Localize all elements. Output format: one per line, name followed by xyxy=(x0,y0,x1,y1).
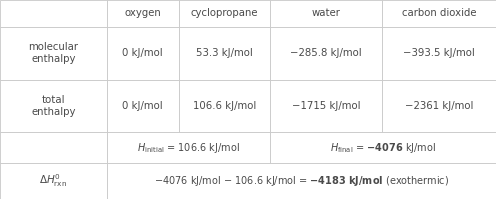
Bar xyxy=(179,80,270,132)
Text: −2361 kJ/mol: −2361 kJ/mol xyxy=(405,101,473,111)
Text: cyclopropane: cyclopropane xyxy=(190,8,258,19)
Bar xyxy=(382,80,496,132)
Text: 0 kJ/mol: 0 kJ/mol xyxy=(123,101,163,111)
Bar xyxy=(270,0,382,27)
Bar xyxy=(179,27,270,80)
Text: −285.8 kJ/mol: −285.8 kJ/mol xyxy=(290,48,362,58)
Bar xyxy=(0,27,107,80)
Bar xyxy=(107,0,179,27)
Bar xyxy=(107,163,496,199)
Bar xyxy=(270,132,496,163)
Bar xyxy=(0,80,107,132)
Text: $\Delta H^0_{\rm rxn}$: $\Delta H^0_{\rm rxn}$ xyxy=(39,173,67,189)
Text: 53.3 kJ/mol: 53.3 kJ/mol xyxy=(196,48,253,58)
Text: $-$4076 kJ/mol $-$ 106.6 kJ/mol = $\mathbf{-4183\ kJ/mol}$ (exothermic): $-$4076 kJ/mol $-$ 106.6 kJ/mol = $\math… xyxy=(154,174,449,188)
Text: $\mathit{H}_{\rm initial}$ = 106.6 kJ/mol: $\mathit{H}_{\rm initial}$ = 106.6 kJ/mo… xyxy=(137,141,240,155)
Bar xyxy=(0,163,107,199)
Bar xyxy=(107,27,179,80)
Text: total
enthalpy: total enthalpy xyxy=(31,95,75,117)
Text: 0 kJ/mol: 0 kJ/mol xyxy=(123,48,163,58)
Bar xyxy=(382,0,496,27)
Text: 106.6 kJ/mol: 106.6 kJ/mol xyxy=(193,101,256,111)
Bar xyxy=(382,27,496,80)
Bar xyxy=(107,132,270,163)
Text: molecular
enthalpy: molecular enthalpy xyxy=(28,42,78,64)
Bar xyxy=(0,132,107,163)
Text: carbon dioxide: carbon dioxide xyxy=(402,8,476,19)
Bar xyxy=(107,80,179,132)
Bar xyxy=(0,0,107,27)
Bar xyxy=(179,0,270,27)
Bar xyxy=(270,27,382,80)
Bar xyxy=(270,80,382,132)
Text: $\mathit{H}_{\rm final}$ = $\mathbf{-4076}$ kJ/mol: $\mathit{H}_{\rm final}$ = $\mathbf{-407… xyxy=(330,141,436,155)
Text: −393.5 kJ/mol: −393.5 kJ/mol xyxy=(403,48,475,58)
Text: −1715 kJ/mol: −1715 kJ/mol xyxy=(292,101,361,111)
Text: oxygen: oxygen xyxy=(124,8,161,19)
Text: water: water xyxy=(311,8,341,19)
